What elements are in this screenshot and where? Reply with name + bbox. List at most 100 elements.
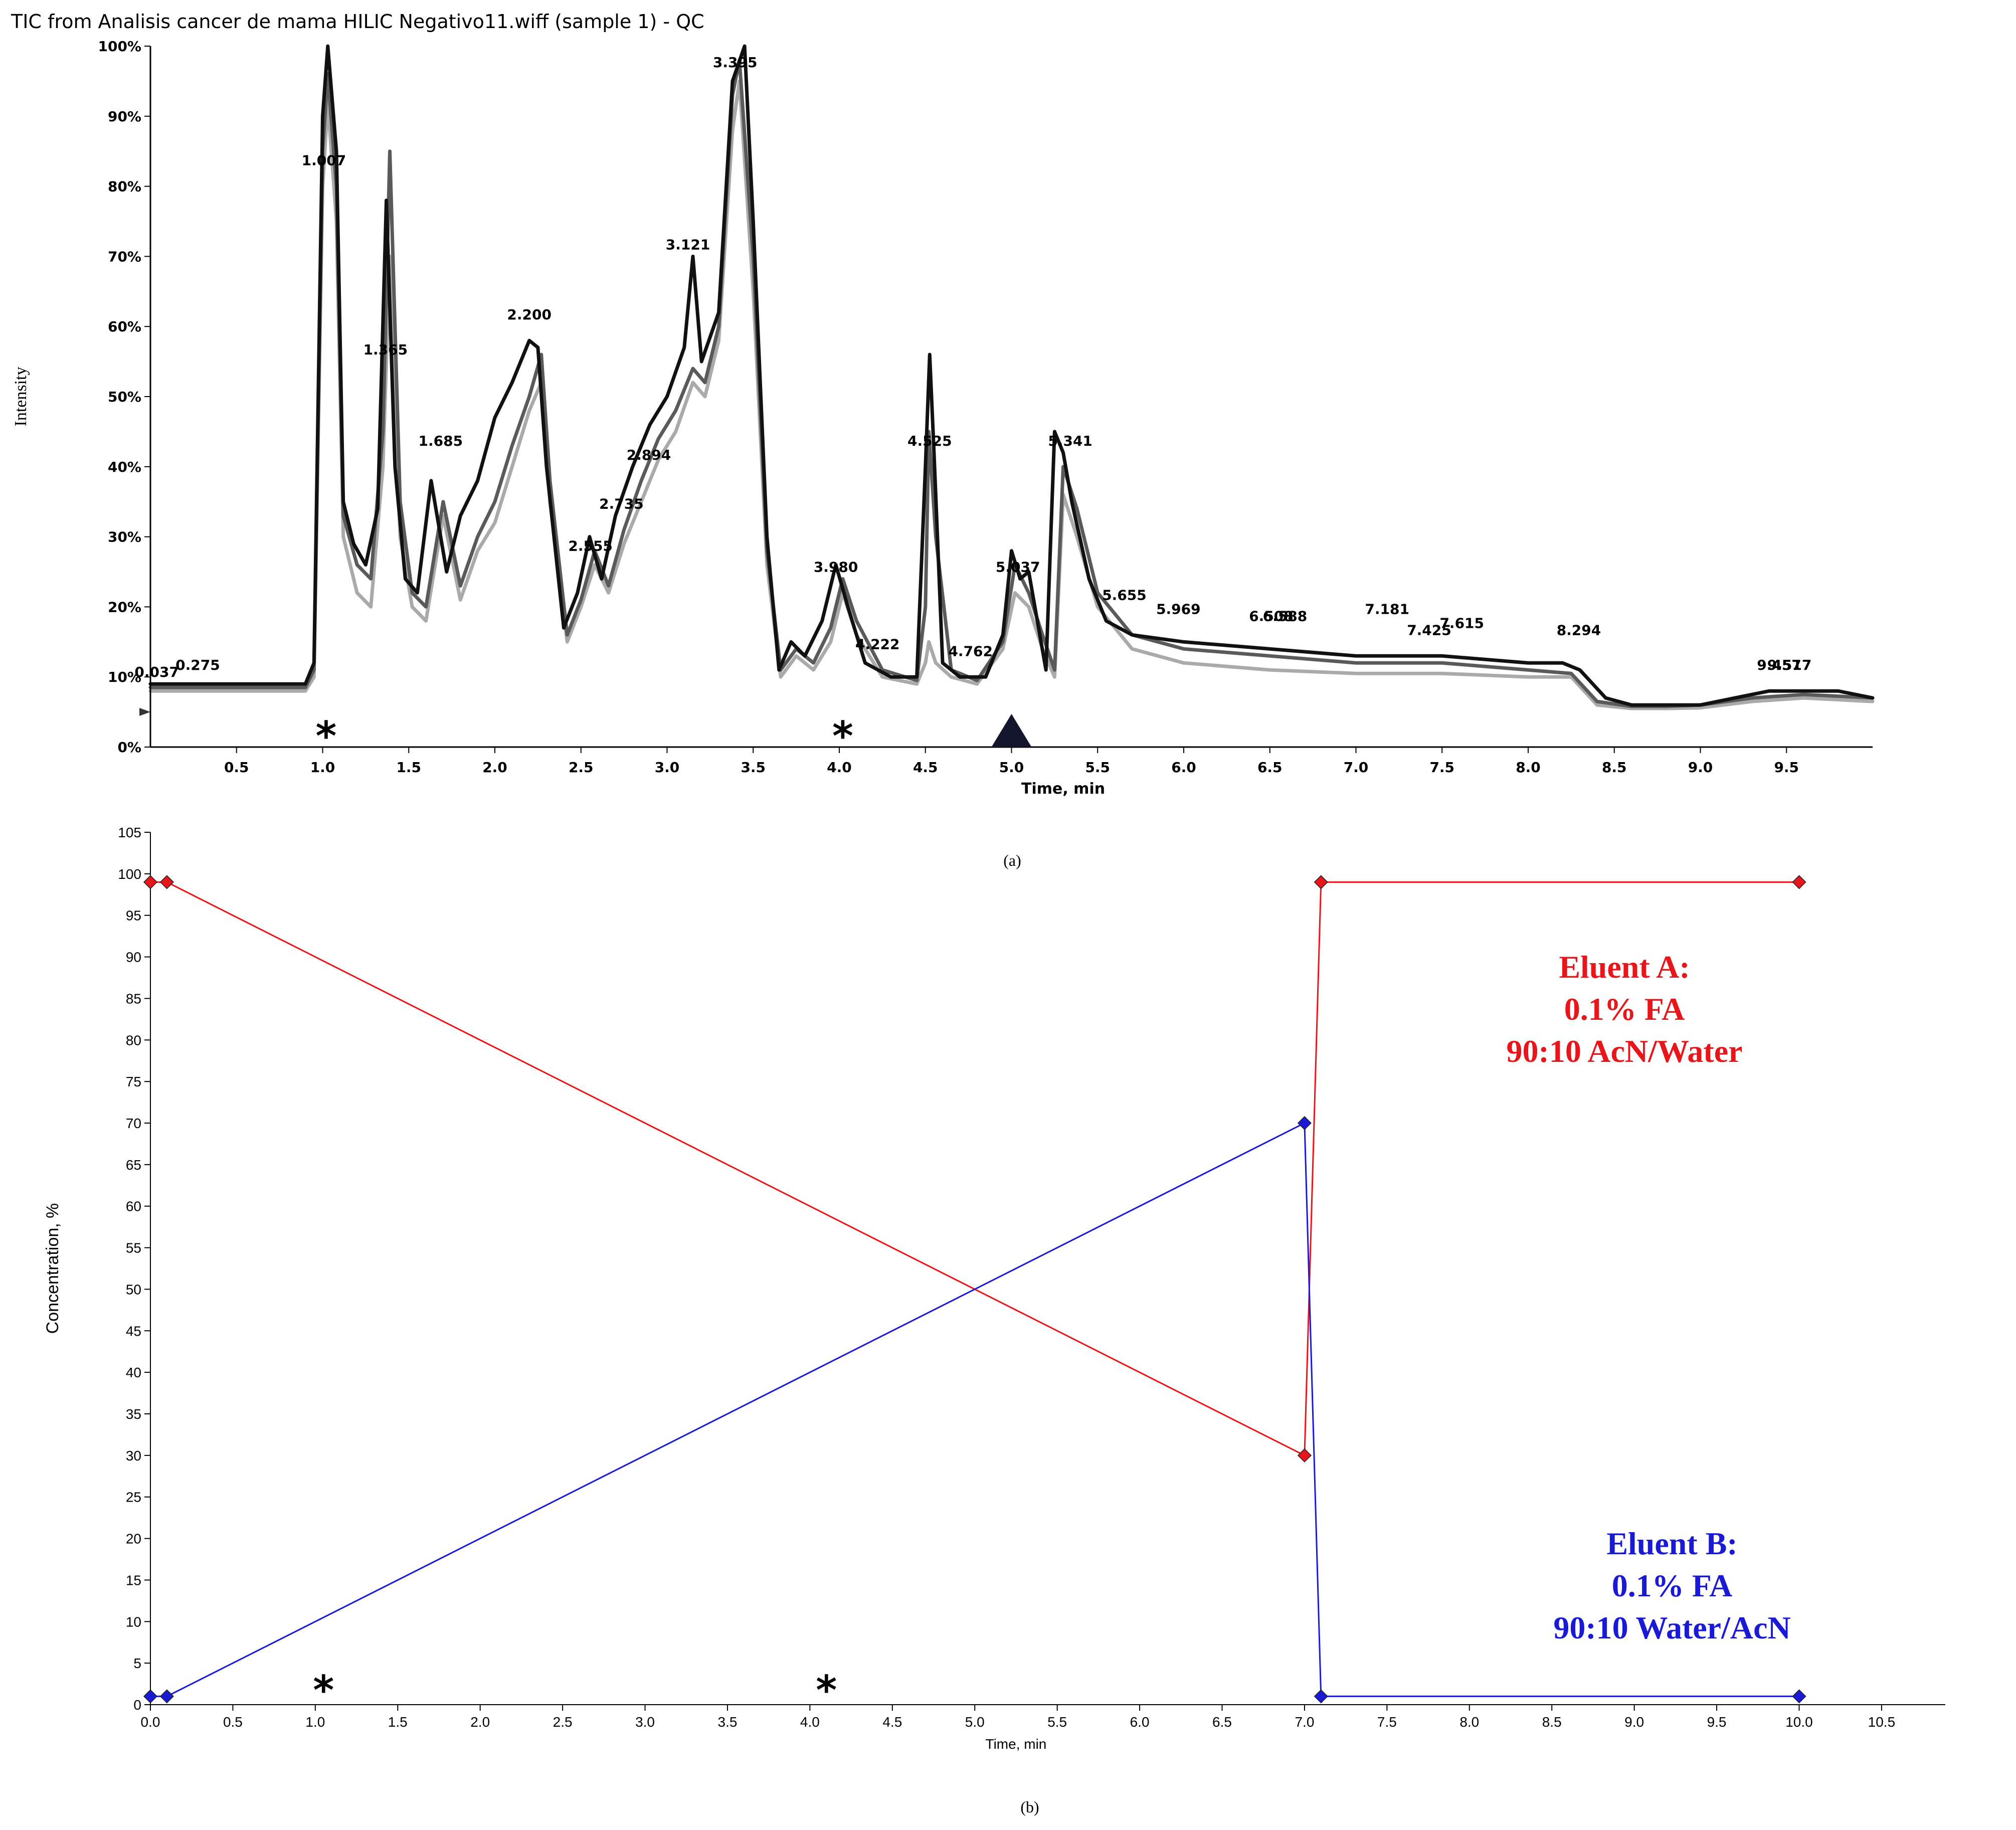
eluent-a-annotation-line: 0.1% FA [1564, 991, 1685, 1027]
panel-label-a: (a) [1003, 851, 1021, 869]
gradient-y-tick-label: 60 [126, 1199, 141, 1214]
triangle-marker [991, 714, 1032, 747]
tic-peak-label: 3.395 [713, 54, 758, 71]
asterisk-marker: * [832, 713, 853, 760]
gradient-x-tick-label: 3.0 [635, 1714, 655, 1730]
gradient-y-tick-label: 95 [126, 908, 141, 924]
tic-peak-label: 2.735 [599, 496, 644, 512]
gradient-y-tick-label: 30 [126, 1448, 141, 1463]
eluent-b-point [159, 1689, 174, 1704]
tic-y-tick-label: 20% [108, 599, 141, 615]
gradient-y-tick-label: 20 [126, 1531, 141, 1547]
panel-label-b: (b) [1020, 1798, 1039, 1816]
gradient-y-tick-label: 90 [126, 950, 141, 965]
tic-y-tick-label: 30% [108, 529, 141, 545]
tic-x-tick-label: 8.0 [1516, 759, 1541, 776]
gradient-y-tick-label: 70 [126, 1116, 141, 1131]
gradient-x-tick-label: 3.5 [718, 1714, 738, 1730]
tic-y-tick-label: 10% [108, 669, 141, 685]
eluent-a-annotation-line: Eluent A: [1559, 949, 1690, 985]
tic-peak-label: 7.615 [1439, 615, 1484, 631]
tic-y-tick-label: 100% [98, 38, 141, 55]
gradient-x-tick-label: 5.5 [1047, 1714, 1067, 1730]
gradient-x-tick-label: 1.5 [388, 1714, 408, 1730]
tic-x-tick-label: 2.5 [569, 759, 594, 776]
gradient-x-tick-label: 9.0 [1624, 1714, 1644, 1730]
tic-x-axis-label: Time, min [1021, 780, 1105, 798]
tic-y-tick-label: 80% [108, 178, 141, 195]
gradient-x-tick-label: 2.5 [553, 1714, 573, 1730]
gradient-y-tick-label: 50 [126, 1282, 141, 1297]
gradient-x-tick-label: 6.0 [1130, 1714, 1150, 1730]
tic-y-tick-label: 60% [108, 318, 141, 335]
gradient-x-tick-label: 0.5 [223, 1714, 243, 1730]
eluent-a-point [143, 875, 158, 889]
gradient-y-tick-label: 15 [126, 1572, 141, 1588]
gradient-x-tick-label: 9.5 [1707, 1714, 1727, 1730]
gradient-x-tick-label: 4.5 [882, 1714, 902, 1730]
gradient-y-tick-label: 10 [126, 1614, 141, 1629]
tic-x-tick-label: 8.5 [1602, 759, 1627, 776]
tic-peak-label: 1.365 [363, 341, 408, 358]
tic-peak-label: 8.294 [1557, 622, 1601, 638]
tic-x-tick-label: 2.0 [482, 759, 507, 776]
gradient-y-tick-label: 75 [126, 1074, 141, 1089]
asterisk-marker: * [313, 1667, 334, 1714]
gradient-y-tick-label: 80 [126, 1032, 141, 1048]
gradient-x-tick-label: 0.0 [141, 1714, 160, 1730]
eluent-b-annotation-line: 0.1% FA [1612, 1568, 1733, 1603]
gradient-y-tick-label: 105 [118, 825, 141, 840]
tic-chart: TIC from Analisis cancer de mama HILIC N… [11, 11, 1875, 869]
tic-x-tick-label: 4.5 [913, 759, 938, 776]
eluent-b-annotation-line: 90:10 Water/AcN [1553, 1610, 1790, 1645]
tic-y-axis-label: Intensity [12, 367, 30, 427]
tic-peak-label: 3.121 [666, 236, 710, 253]
gradient-y-axis-label: Concentration, % [43, 1203, 62, 1334]
gradient-y-tick-label: 55 [126, 1240, 141, 1256]
tic-peak-label: 9.457 [1757, 657, 1801, 673]
eluent-a-annotation-line: 90:10 AcN/Water [1507, 1033, 1743, 1069]
tic-peak-label: 4.525 [907, 433, 952, 449]
gradient-y-tick-label: 0 [133, 1697, 141, 1713]
gradient-x-tick-label: 1.0 [305, 1714, 325, 1730]
tic-peak-label: 6.508 [1249, 608, 1294, 624]
tic-y-tick-label: 70% [108, 248, 141, 265]
tic-peak-label: 0.275 [175, 657, 220, 673]
tic-x-tick-label: 5.0 [999, 759, 1024, 776]
gradient-x-tick-label: 10.0 [1785, 1714, 1813, 1730]
asterisk-marker: * [315, 713, 336, 760]
tic-x-tick-label: 0.5 [224, 759, 249, 776]
asterisk-marker: * [816, 1667, 837, 1714]
tic-trace-line [148, 79, 1875, 710]
eluent-a-point [1297, 1448, 1312, 1462]
tic-peak-label: 7.425 [1407, 622, 1451, 638]
tic-y-tick-label: 50% [108, 389, 141, 405]
tic-trace-line [148, 44, 1875, 707]
tic-x-tick-label: 6.0 [1171, 759, 1196, 776]
tic-x-tick-label: 5.5 [1085, 759, 1110, 776]
eluent-a-point [1314, 875, 1328, 889]
eluent-a-point [1792, 875, 1806, 889]
tic-y-tick-label: 40% [108, 459, 141, 475]
gradient-x-tick-label: 6.5 [1212, 1714, 1232, 1730]
gradient-y-tick-label: 35 [126, 1406, 141, 1422]
gradient-y-tick-label: 25 [126, 1490, 141, 1505]
eluent-b-point [143, 1689, 158, 1704]
tic-x-tick-label: 6.5 [1257, 759, 1282, 776]
tic-trace-line [148, 58, 1875, 708]
tic-x-tick-label: 7.0 [1344, 759, 1369, 776]
tic-peak-label: 4.762 [948, 643, 993, 659]
gradient-x-tick-label: 2.0 [470, 1714, 490, 1730]
tic-x-tick-label: 3.0 [655, 759, 680, 776]
gradient-x-tick-label: 8.0 [1459, 1714, 1479, 1730]
gradient-y-tick-label: 5 [133, 1656, 141, 1671]
tic-peak-label: 5.969 [1156, 601, 1201, 617]
tic-x-tick-label: 1.5 [396, 759, 421, 776]
eluent-b-line [150, 1122, 1799, 1697]
gradient-x-axis-label: Time, min [986, 1736, 1047, 1752]
tic-peak-label: 2.200 [507, 306, 552, 323]
tic-x-tick-label: 7.5 [1429, 759, 1454, 776]
gradient-x-tick-label: 7.5 [1377, 1714, 1397, 1730]
tic-peak-label: 2.555 [568, 538, 613, 555]
